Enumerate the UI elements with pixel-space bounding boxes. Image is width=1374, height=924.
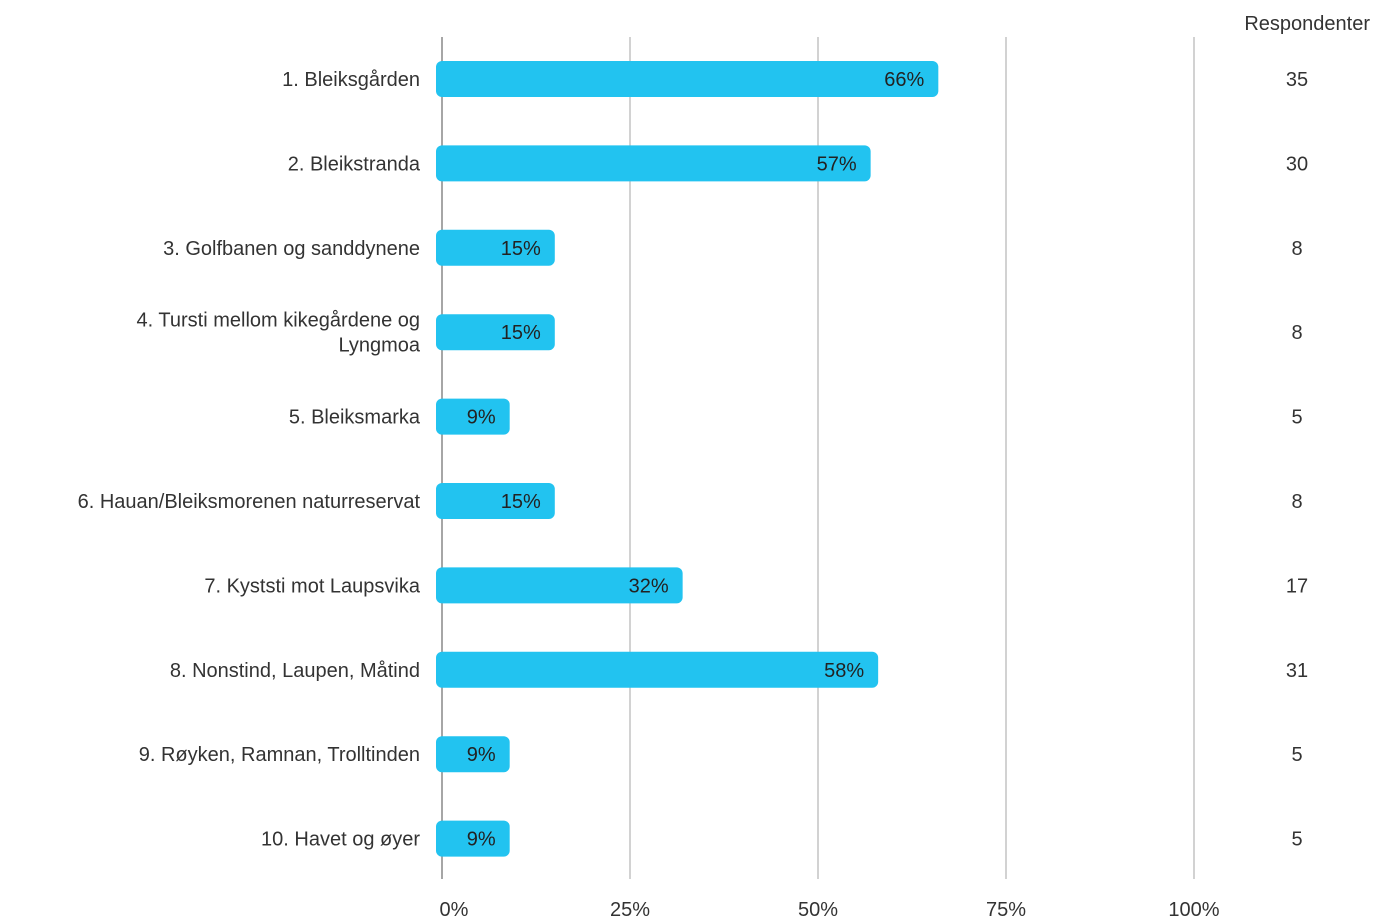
category-label: 9. Røyken, Ramnan, Trolltinden — [139, 744, 420, 766]
category-label: 5. Bleiksmarka — [289, 407, 421, 429]
respondent-count: 17 — [1286, 575, 1308, 597]
bar — [436, 820, 510, 857]
category-label: 7. Kyststi mot Laupsvika — [204, 575, 421, 597]
category-label: 4. Tursti mellom kikegårdene og Lyngmoa — [137, 310, 421, 357]
bar — [436, 651, 879, 688]
bar — [436, 567, 683, 604]
x-axis-ticks: 0% 25% 50% 75% 100% — [440, 899, 1220, 921]
bar — [436, 398, 510, 435]
respondent-count: 5 — [1291, 829, 1302, 851]
bar — [436, 61, 939, 97]
data-label: 57% — [817, 153, 857, 175]
category-labels: 1. Bleiksgården 2. Bleikstranda 3. Golfban… — [78, 69, 421, 851]
respondent-count: 30 — [1286, 153, 1308, 175]
respondent-count: 5 — [1291, 744, 1302, 766]
bar — [436, 229, 555, 266]
bar — [436, 483, 555, 519]
respondent-count: 8 — [1291, 322, 1302, 344]
category-label: 10. Havet og øyer — [261, 829, 420, 851]
category-label: 2. Bleikstranda — [288, 153, 421, 175]
data-label: 58% — [824, 660, 864, 682]
respondent-count: 5 — [1291, 407, 1302, 429]
category-label: 1. Bleiksgården — [282, 69, 420, 91]
data-label: 15% — [501, 491, 541, 513]
x-tick-label: 100% — [1168, 899, 1219, 919]
bar — [436, 736, 510, 773]
respondent-count: 8 — [1291, 491, 1302, 513]
bars — [436, 61, 939, 857]
data-label: 32% — [629, 575, 669, 597]
data-label: 15% — [501, 322, 541, 344]
respondent-count: 31 — [1286, 660, 1308, 682]
respondent-count: 35 — [1286, 69, 1308, 91]
bar — [436, 314, 555, 351]
category-label: 8. Nonstind, Laupen, Måtind — [170, 660, 420, 682]
respondents-header: Respondenter — [1244, 13, 1370, 35]
respondent-column: Respondenter 35 30 8 8 5 8 17 31 5 5 — [1244, 13, 1370, 851]
respondent-count: 8 — [1291, 238, 1302, 260]
x-tick-label: 75% — [986, 899, 1026, 919]
category-label: 6. Hauan/Bleiksmorenen naturreservat — [78, 491, 421, 513]
data-label: 9% — [467, 744, 496, 766]
value-labels: 66% 57% 15% 15% 9% 15% 32% 58% 9% 9% — [467, 69, 925, 851]
data-label: 66% — [884, 69, 924, 91]
data-label: 9% — [467, 829, 496, 851]
x-tick-label: 0% — [440, 899, 469, 919]
data-label: 15% — [501, 238, 541, 260]
x-tick-label: 50% — [798, 899, 838, 919]
category-label: 3. Golfbanen og sanddynene — [163, 238, 420, 260]
data-label: 9% — [467, 407, 496, 429]
x-tick-label: 25% — [610, 899, 650, 919]
bar — [436, 145, 871, 182]
